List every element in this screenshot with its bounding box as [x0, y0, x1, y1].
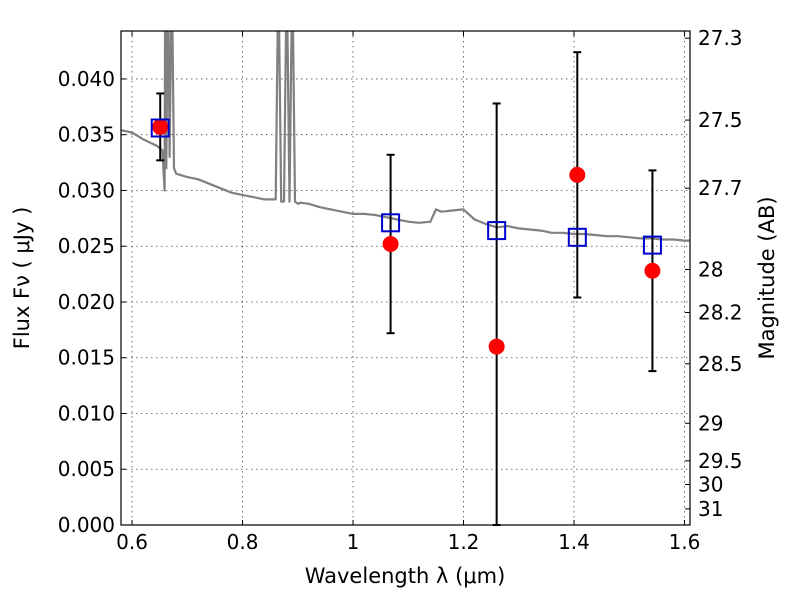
model-spectrum — [121, 31, 690, 242]
mag-tick-label: 29 — [698, 411, 723, 435]
y-tick-label: 0.005 — [58, 457, 115, 481]
model-points — [150, 118, 662, 255]
mag-tick-label: 31 — [698, 497, 723, 521]
model-point — [150, 118, 170, 138]
model-point — [567, 227, 587, 247]
mag-tick-label: 28 — [698, 258, 723, 282]
y-axis-title: Flux Fν ( μJy ) — [10, 207, 34, 350]
y-tick-label: 0.015 — [58, 346, 115, 370]
y-tick-label: 0.010 — [58, 401, 115, 425]
x-tick-label: 1.4 — [558, 530, 590, 554]
y-tick-label: 0.040 — [58, 67, 115, 91]
observed-point — [382, 235, 399, 252]
axis-ticks: 0.6 0.8 1 1.2 1.4 1.6 0.000 0.005 0.010 0.015 0.02… — [58, 26, 743, 554]
mag-tick-label: 27.5 — [698, 108, 743, 132]
mag-tick-label: 27.7 — [698, 176, 743, 200]
model-point — [487, 221, 507, 241]
observed-point — [152, 118, 169, 135]
observed-point — [569, 166, 586, 183]
x-tick-label: 1.2 — [448, 530, 480, 554]
x-tick-label: 0.6 — [116, 530, 148, 554]
error-bars — [156, 51, 657, 526]
mag-tick-label: 27.3 — [698, 26, 743, 50]
y-tick-label: 0.030 — [58, 178, 115, 202]
x-axis-title: Wavelength λ (μm) — [305, 564, 506, 588]
observed-point — [644, 262, 661, 279]
model-point — [381, 213, 401, 233]
x-tick-label: 1.6 — [669, 530, 701, 554]
y-tick-label: 0.020 — [58, 290, 115, 314]
plot-frame — [120, 30, 691, 526]
spectrum-line — [121, 31, 690, 242]
x-tick-label: 0.8 — [227, 530, 259, 554]
x-tick-label: 1 — [347, 530, 360, 554]
y-tick-label: 0.025 — [58, 234, 115, 258]
magnitude-axis-title: Magnitude (AB) — [755, 196, 779, 359]
mag-tick-label: 28.2 — [698, 301, 743, 325]
observed-points — [152, 118, 661, 355]
model-point — [642, 235, 662, 255]
mag-tick-label: 28.5 — [698, 352, 743, 376]
observed-point — [488, 338, 505, 355]
mag-tick-label: 29.5 — [698, 449, 743, 473]
y-tick-label: 0.035 — [58, 123, 115, 147]
mag-tick-label: 30 — [698, 473, 723, 497]
grid — [121, 31, 690, 526]
y-tick-label: 0.000 — [58, 513, 115, 537]
